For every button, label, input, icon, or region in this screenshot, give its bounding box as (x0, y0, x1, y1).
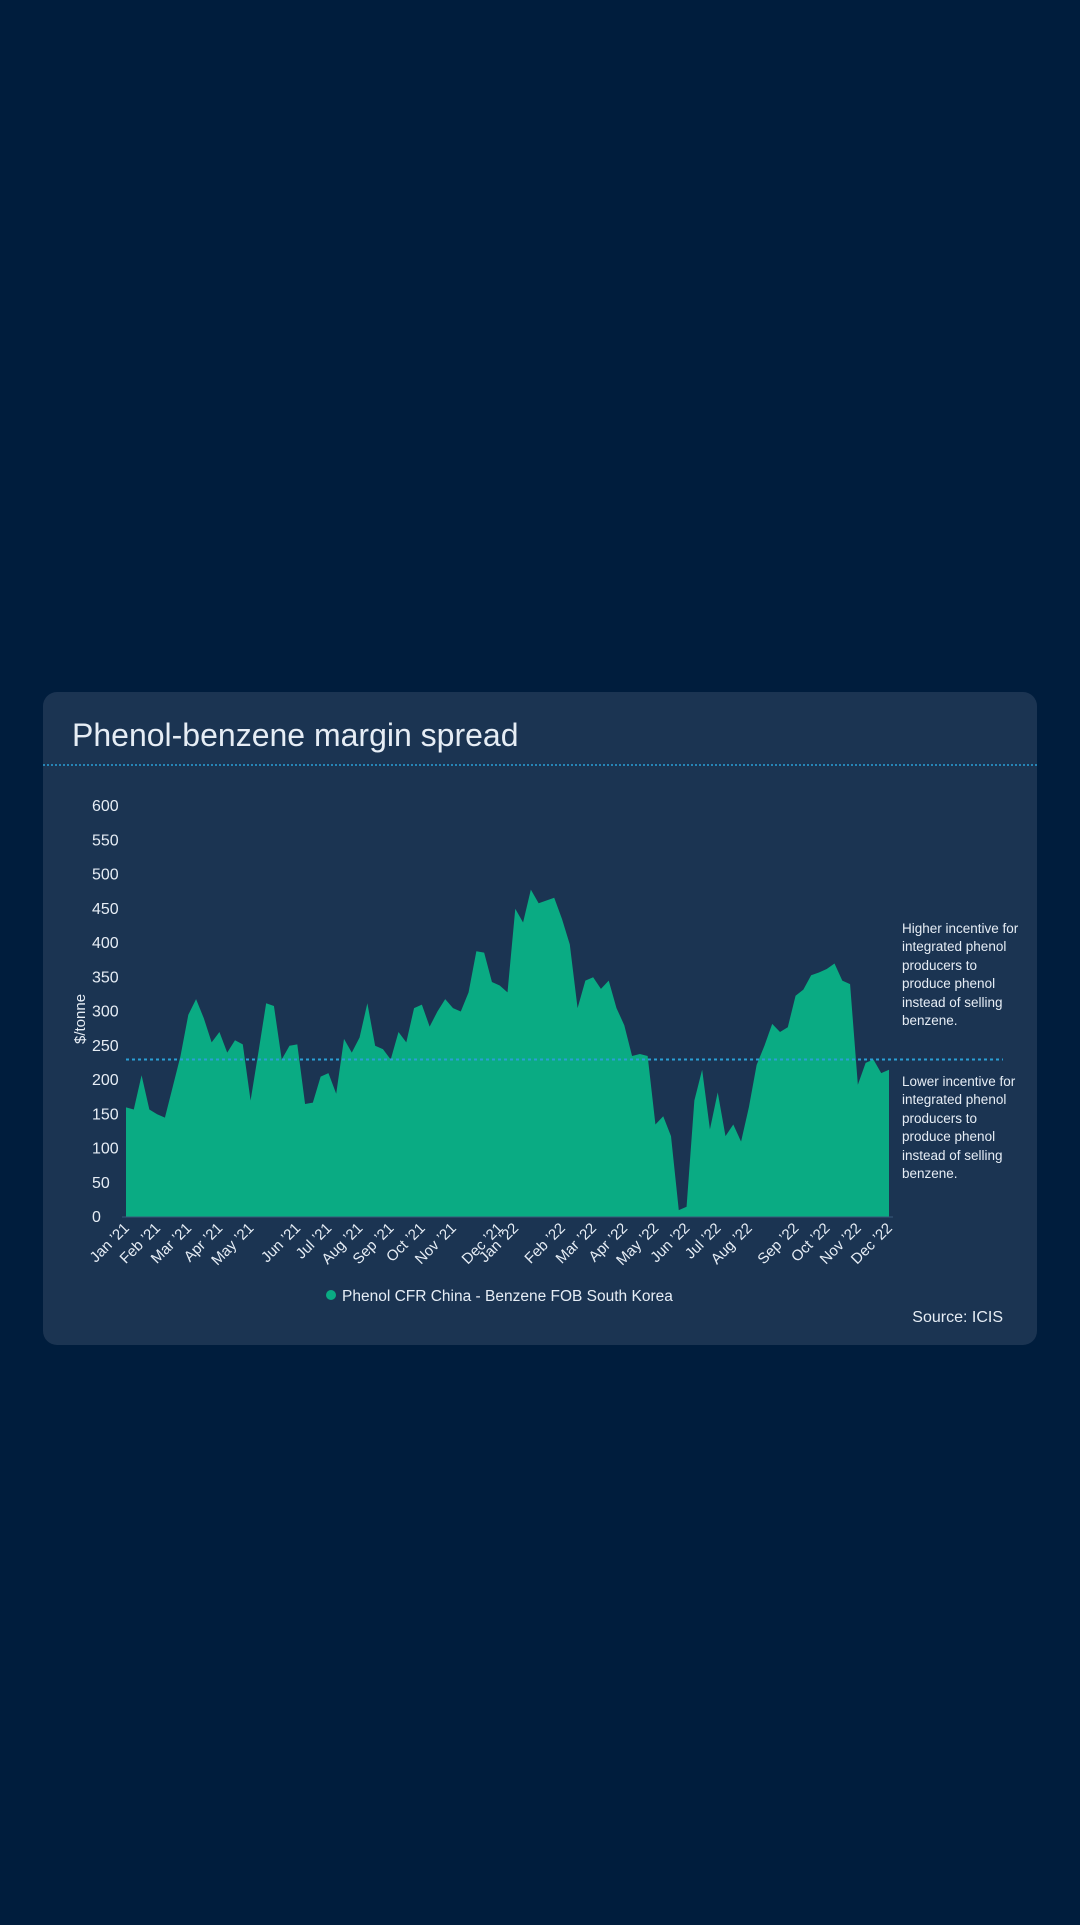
y-tick-label: 350 (92, 969, 119, 986)
y-axis-label: $/tonne (72, 994, 89, 1044)
y-tick-label: 100 (92, 1141, 119, 1158)
y-tick-label: 0 (92, 1209, 101, 1226)
y-tick-label: 600 (92, 798, 119, 815)
legend-marker (326, 1290, 336, 1300)
chart-title: Phenol-benzene margin spread (72, 717, 519, 753)
y-tick-label: 250 (92, 1038, 119, 1055)
source: Source: ICIS (912, 1309, 1003, 1326)
y-tick-label: 200 (92, 1072, 119, 1089)
y-tick-label: 550 (92, 832, 119, 849)
y-tick-label: 150 (92, 1106, 119, 1123)
legend-label: Phenol CFR China - Benzene FOB South Kor… (342, 1288, 673, 1305)
y-tick-label: 400 (92, 935, 119, 952)
y-tick-label: 500 (92, 867, 119, 884)
y-tick-label: 50 (92, 1175, 110, 1192)
y-tick-label: 450 (92, 901, 119, 918)
annotation: Lower incentive for integrated phenol pr… (902, 1074, 1016, 1182)
y-tick-label: 300 (92, 1004, 119, 1021)
area (126, 889, 889, 1217)
annotation: Higher incentive for integrated phenol p… (902, 921, 1019, 1029)
